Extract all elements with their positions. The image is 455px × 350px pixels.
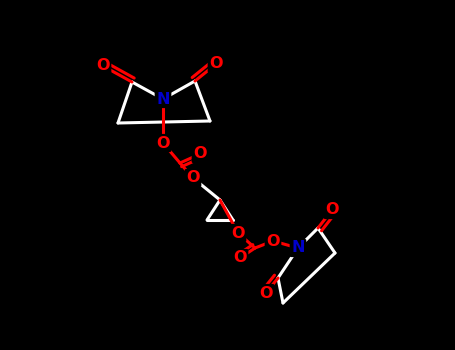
Text: O: O: [96, 58, 110, 74]
Text: O: O: [193, 147, 207, 161]
Text: O: O: [231, 225, 245, 240]
Text: O: O: [156, 135, 170, 150]
Text: O: O: [266, 233, 280, 248]
Text: N: N: [291, 240, 305, 256]
Text: O: O: [325, 203, 339, 217]
Text: O: O: [259, 286, 273, 301]
Text: O: O: [186, 170, 200, 186]
Text: O: O: [209, 56, 223, 71]
Text: O: O: [233, 251, 247, 266]
Text: N: N: [156, 91, 170, 106]
